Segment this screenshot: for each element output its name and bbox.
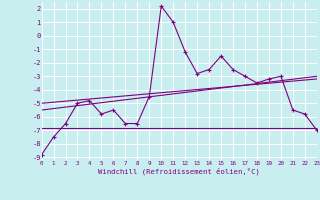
X-axis label: Windchill (Refroidissement éolien,°C): Windchill (Refroidissement éolien,°C) xyxy=(98,167,260,175)
